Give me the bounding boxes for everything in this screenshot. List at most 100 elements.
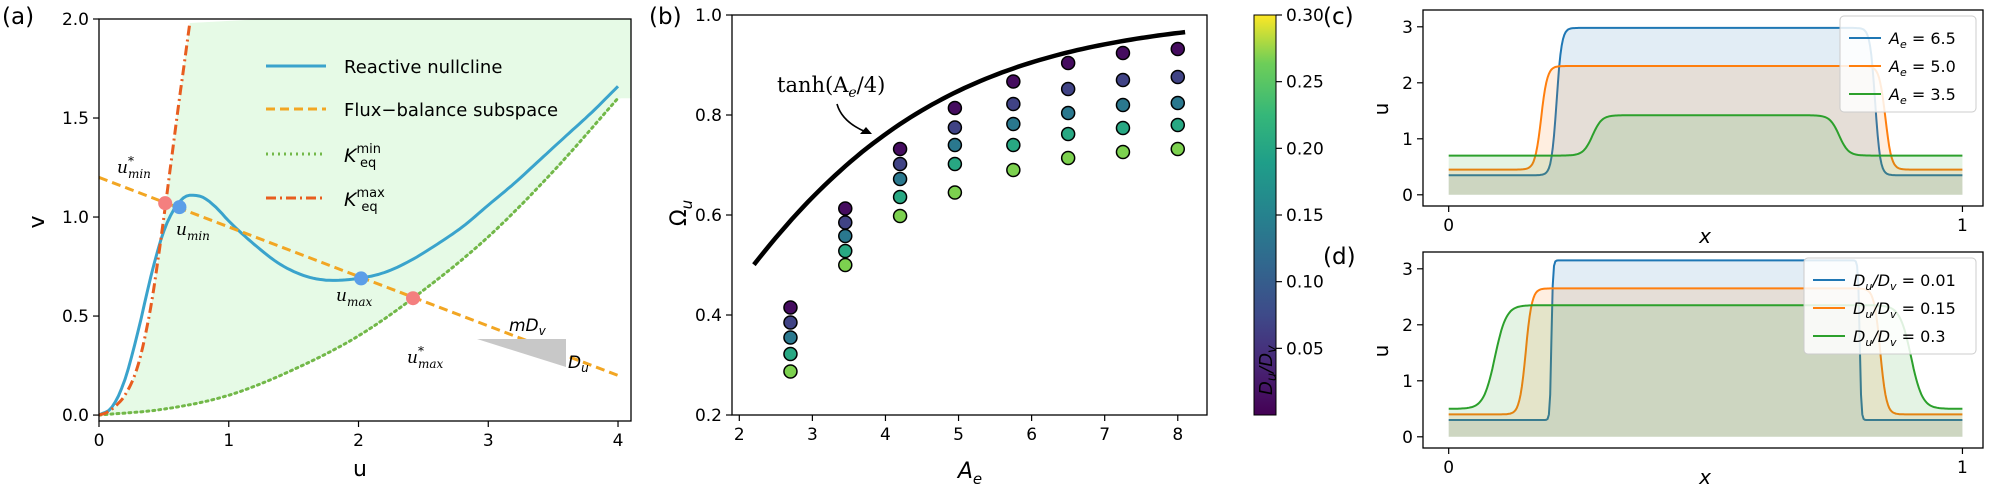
y-tick-label-a-0: 0.0	[62, 406, 89, 426]
scatter-point-s4-x4	[1006, 162, 1021, 178]
x-tick-label-b-6: 8	[1172, 425, 1183, 445]
legend-label-ae-6-5: Ae = 6.5	[1888, 29, 1956, 51]
scatter-point-s2-x3	[947, 137, 963, 153]
scatter-point-s0-x3	[947, 100, 963, 116]
x-tick-label-b-4: 6	[1026, 425, 1037, 445]
scatter-point-s3-x5	[1060, 126, 1076, 142]
x-tick-label-c-1: 1	[1957, 216, 1968, 236]
x-axis-label-b: Ae	[956, 459, 982, 487]
marker-u-star-max	[406, 291, 421, 306]
y-axis-label-b: Ωu	[667, 200, 696, 226]
y-tick-label-b-0: 0.2	[695, 406, 722, 426]
panel-a: 0 1 2 3 4 0.0 0.5 1.0 1.5 2.0 u v mDv Du u* min um…	[25, 10, 632, 482]
colorbar-tick-label-2: 0.15	[1286, 206, 1324, 226]
x-tick-label-b-1: 3	[807, 425, 818, 445]
marker-u-star-min	[158, 196, 173, 211]
slope-triangle	[477, 339, 566, 367]
slope-horizontal-label: mDv	[509, 316, 547, 338]
profile-fill-c-a-e-3-5	[1448, 115, 1963, 195]
axes-frame-a	[98, 18, 632, 422]
y-tick-label-c-1: 1	[1402, 130, 1413, 150]
legend-a: Reactive nullcline Flux−balance subspace…	[266, 57, 558, 215]
scatter-point-s0-x6	[1115, 45, 1131, 61]
profile-line-c-a-e-3-5	[1448, 114, 1963, 157]
y-tick-label-d-1: 1	[1402, 372, 1413, 392]
scatter-point-s2-x5	[1060, 105, 1076, 121]
scatter-point-s0-x5	[1060, 55, 1076, 71]
label-u-min: umin	[176, 220, 210, 243]
scatter-point-s4-x6	[1115, 144, 1131, 160]
label-u-star-max: u* max	[407, 344, 443, 371]
scatter-point-s1-x1	[838, 215, 853, 230]
profile-line-c-a-e-6-5	[1448, 26, 1963, 177]
keq-min-curve	[99, 96, 620, 417]
panel-label-d: (d)	[1323, 244, 1356, 270]
scatter-point-s2-x2	[892, 171, 908, 187]
scatter-point-s1-x7	[1170, 69, 1186, 85]
legend-label-du-dv-0-01: Du/Dv = 0.01	[1853, 271, 1956, 293]
slope-vertical-label: Du	[568, 353, 589, 375]
colorbar-tick-label-0: 0.05	[1286, 339, 1324, 359]
scatter-point-s0-x1	[838, 201, 853, 216]
profile-line-d-d-u-d-v-0-01	[1448, 259, 1963, 421]
legend-label-keq-max: Kmax eq	[344, 186, 385, 215]
legend-label-flux-balance: Flux−balance subspace	[344, 100, 558, 121]
y-tick-label-b-4: 1.0	[695, 6, 722, 26]
y-axis-label-c: u	[1369, 103, 1393, 116]
x-tick-label-b-2: 4	[880, 425, 891, 445]
scatter-point-s0-x7	[1170, 41, 1186, 57]
scatter-point-s3-x6	[1115, 120, 1131, 136]
x-tick-label-c-0: 0	[1443, 216, 1454, 236]
feasible-region-shade	[99, 19, 631, 416]
colorbar-tick-label-3: 0.20	[1286, 139, 1324, 159]
legend-box-c	[1839, 15, 1977, 113]
scatter-point-s3-x2	[892, 189, 908, 205]
scatter-point-s1-x5	[1060, 81, 1076, 97]
scatter-point-s0-x2	[892, 141, 908, 157]
legend-c: Ae = 6.5 Ae = 5.0 Ae = 3.5	[1839, 15, 1977, 113]
scatter-point-s2-x6	[1115, 97, 1131, 113]
y-axis-label-a: v	[25, 215, 50, 228]
scatter-point-s0-x0	[783, 300, 798, 315]
x-tick-label-a-4: 4	[613, 431, 624, 451]
legend-label-ae-5-0: Ae = 5.0	[1888, 57, 1956, 79]
legend-label-du-dv-0-3: Du/Dv = 0.3	[1853, 327, 1946, 349]
tanh-annotation-arrow	[836, 103, 867, 133]
scatter-point-s3-x0	[783, 346, 798, 362]
y-tick-label-c-2: 2	[1402, 74, 1413, 94]
x-tick-label-a-2: 2	[353, 431, 364, 451]
scatter-point-s2-x7	[1170, 95, 1186, 111]
scatter-point-s2-x4	[1006, 116, 1021, 132]
scatter-point-s1-x2	[892, 156, 908, 172]
x-tick-label-d-1: 1	[1957, 458, 1968, 478]
panel-label-c: (c)	[1323, 4, 1354, 30]
x-tick-label-b-0: 2	[734, 425, 745, 445]
y-tick-label-a-4: 2.0	[62, 10, 89, 30]
y-tick-label-a-3: 1.5	[62, 109, 89, 129]
scatter-point-s1-x6	[1115, 72, 1131, 88]
y-tick-label-a-1: 0.5	[62, 307, 89, 327]
scatter-point-s4-x5	[1060, 150, 1076, 166]
legend-box-d	[1803, 257, 1977, 355]
scatter-point-s1-x0	[783, 315, 798, 330]
scatter-point-s4-x2	[892, 208, 908, 224]
scatter-point-s0-x4	[1006, 74, 1021, 89]
y-tick-label-b-1: 0.4	[695, 306, 722, 326]
colorbar-label: Du/Dv	[1256, 345, 1280, 395]
legend-label-keq-min: Kmin eq	[344, 142, 381, 171]
profile-fill-c-a-e-6-5	[1448, 27, 1963, 195]
x-axis-label-a: u	[353, 457, 367, 482]
x-tick-label-d-0: 0	[1443, 458, 1454, 478]
legend-label-nullcline: Reactive nullcline	[344, 57, 502, 78]
tanh-annotation-arrowhead	[860, 127, 872, 134]
y-tick-label-d-2: 2	[1402, 316, 1413, 336]
scatter-point-s3-x7	[1170, 117, 1186, 133]
scatter-point-s3-x4	[1006, 137, 1021, 153]
x-tick-label-a-1: 1	[223, 431, 234, 451]
scatter-point-s2-x0	[783, 330, 798, 345]
legend-d: Du/Dv = 0.01 Du/Dv = 0.15 Du/Dv = 0.3	[1803, 257, 1977, 355]
panel-b: 2 3 4 5 6 7 80.20.40.60.81.0 tanh(Ae/4) Ae Ωu …	[667, 6, 1324, 487]
scatter-point-s3-x1	[838, 243, 853, 259]
legend-label-du-dv-0-15: Du/Dv = 0.15	[1853, 299, 1956, 321]
axes-frame-d	[1422, 251, 1984, 449]
